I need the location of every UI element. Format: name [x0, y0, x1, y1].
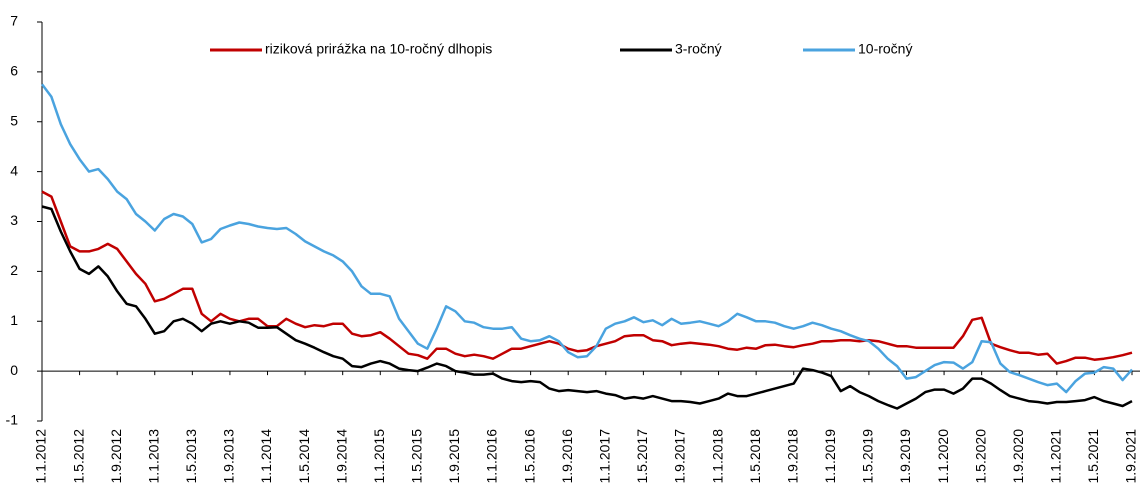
x-tick-label: 1.5.2018 — [747, 429, 763, 484]
x-tick-label: 1.1.2013 — [145, 429, 161, 484]
legend-label: 3-ročný — [675, 41, 722, 57]
x-tick-label: 1.9.2019 — [897, 429, 913, 484]
y-tick-label: 4 — [10, 162, 18, 178]
legend-label: riziková prirážka na 10-ročný dlhopis — [265, 41, 492, 57]
x-tick-label: 1.5.2014 — [296, 429, 312, 484]
x-tick-label: 1.1.2017 — [596, 429, 612, 484]
x-tick-label: 1.1.2021 — [1048, 429, 1064, 484]
x-tick-label: 1.1.2014 — [258, 429, 274, 484]
x-tick-label: 1.5.2019 — [860, 429, 876, 484]
x-tick-label: 1.5.2015 — [409, 429, 425, 484]
x-tick-label: 1.1.2020 — [935, 429, 951, 484]
x-tick-label: 1.9.2017 — [672, 429, 688, 484]
x-tick-label: 1.1.2015 — [371, 429, 387, 484]
x-tick-label: 1.9.2013 — [221, 429, 237, 484]
x-tick-label: 1.5.2020 — [972, 429, 988, 484]
x-tick-label: 1.5.2012 — [70, 429, 86, 484]
x-tick-label: 1.9.2012 — [108, 429, 124, 484]
x-tick-label: 1.1.2016 — [484, 429, 500, 484]
y-tick-label: 5 — [10, 112, 18, 128]
y-tick-label: 7 — [10, 13, 18, 29]
series-line — [41, 83, 1133, 394]
series-line — [41, 205, 1133, 410]
x-tick-label: 1.1.2018 — [709, 429, 725, 484]
x-tick-label: 1.9.2014 — [333, 429, 349, 484]
y-tick-label: 2 — [10, 262, 18, 278]
series-line — [41, 190, 1133, 365]
x-tick-label: 1.5.2013 — [183, 429, 199, 484]
x-tick-label: 1.5.2017 — [634, 429, 650, 484]
x-tick-label: 1.5.2016 — [521, 429, 537, 484]
x-tick-label: 1.9.2016 — [559, 429, 575, 484]
y-tick-label: 6 — [10, 63, 18, 79]
y-tick-label: -1 — [6, 412, 19, 428]
x-tick-label: 1.9.2021 — [1123, 429, 1139, 484]
y-tick-label: 1 — [10, 312, 18, 328]
x-tick-label: 1.9.2020 — [1010, 429, 1026, 484]
legend-label: 10-ročný — [858, 41, 912, 57]
y-tick-label: 3 — [10, 212, 18, 228]
x-tick-label: 1.5.2021 — [1085, 429, 1101, 484]
x-tick-label: 1.9.2018 — [784, 429, 800, 484]
x-tick-label: 1.9.2015 — [446, 429, 462, 484]
y-tick-label: 0 — [10, 362, 18, 378]
x-tick-label: 1.1.2012 — [33, 429, 49, 484]
x-tick-label: 1.1.2019 — [822, 429, 838, 484]
